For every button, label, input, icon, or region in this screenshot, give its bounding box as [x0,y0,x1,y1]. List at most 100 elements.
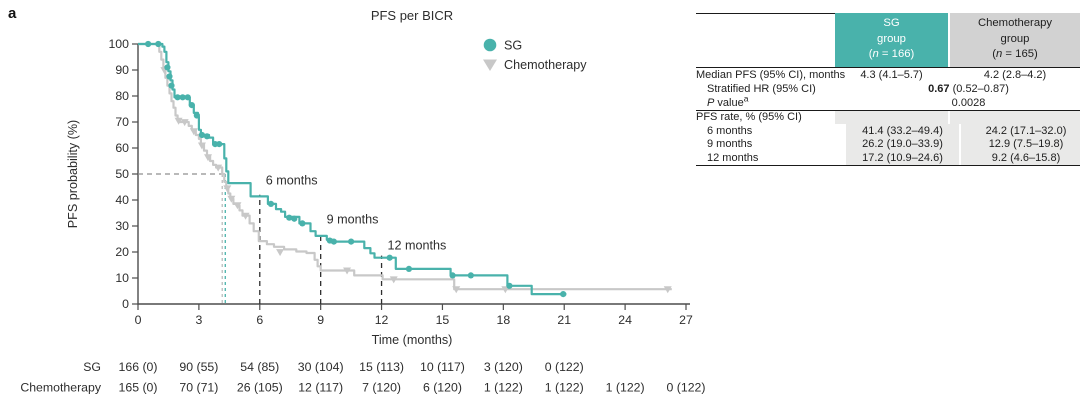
y-tick-label: 100 [108,37,129,51]
censor-mark-SG [286,214,293,221]
stats-value-sg: 4.3 (4.1–5.7) [860,68,923,81]
censor-mark-Chemotherapy [214,164,223,172]
timepoint-label: 6 months [266,173,318,187]
x-tick-label: 15 [436,313,450,327]
y-axis-label: PFS probability (%) [66,120,80,228]
stats-header-chemo: Chemotherapy group (n = 165) [950,13,1080,67]
censor-mark-SG [145,40,152,48]
risk-value: 10 (117) [420,360,465,374]
censor-mark-SG [184,94,191,101]
censor-mark-Chemotherapy [276,249,285,257]
km-curve-Chemotherapy [138,42,672,291]
stats-header-sg: SG group (n = 166) [835,13,948,67]
stats-value-sg [835,110,948,124]
censor-mark-Chemotherapy [389,276,398,284]
censor-mark-Chemotherapy [663,286,672,294]
y-tick-label: 80 [115,89,129,103]
censor-mark-SG [449,272,456,279]
censor-mark-SG [348,238,355,245]
stats-row: Median PFS (95% CI), months 4.3 (4.1–5.7)… [696,68,1080,82]
censor-mark-Chemotherapy [241,212,250,220]
censor-mark-Chemotherapy [227,195,236,203]
y-tick-label: 30 [115,219,129,233]
y-tick-label: 0 [122,297,129,311]
x-tick-label: 12 [375,313,389,327]
timepoint-label: 9 months [327,212,379,226]
censor-mark-SG [166,73,173,80]
stats-row: 6 months 41.4 (33.2–49.4) 24.2 (17.1–32.0) [696,124,1080,138]
legend-marker-Chemotherapy [483,59,497,71]
x-tick-label: 0 [135,313,142,327]
legend-label: Chemotherapy [504,58,587,72]
y-tick-label: 60 [115,141,129,155]
censor-mark-SG [386,254,393,261]
risk-value: 30 (104) [298,360,344,374]
x-tick-label: 9 [317,313,324,327]
x-tick-label: 6 [256,313,263,327]
x-tick-label: 18 [496,313,510,327]
stats-value-sg: 17.2 (10.9–24.6) [846,151,959,165]
stats-value-span: 0.0028 [951,96,986,109]
risk-value: 15 (113) [359,360,404,374]
censor-mark-Chemotherapy [233,202,242,210]
censor-mark-SG [168,82,175,89]
y-tick-label: 40 [115,193,129,207]
x-tick-label: 27 [679,313,693,327]
stats-row-label: P valuea [707,92,749,109]
stats-value-chemo: 12.9 (7.5–19.8) [961,137,1080,151]
censor-mark-SG [291,215,298,222]
stats-value-chemo: 24.2 (17.1–32.0) [961,124,1080,138]
km-chart: PFS per BICR 0 3 6 9 12 15 18 21 24 27 0 10 20 30 40 50 6… [20,8,706,395]
risk-value: 90 (55) [179,360,218,374]
risk-value: 54 (85) [240,360,279,374]
stats-rule [696,109,1080,111]
risk-value: 1 (122) [484,381,523,395]
risk-value: 12 (117) [298,381,343,395]
stats-value-span: 0.67 (0.52–0.87) [928,82,1009,95]
legend-label: SG [504,38,522,52]
y-tick-label: 20 [115,245,129,259]
censor-mark-Chemotherapy [343,267,352,275]
risk-value: 26 (105) [237,381,283,395]
stats-rule [696,164,1080,166]
risk-value: 166 (0) [119,360,158,374]
stats-value-sg: 26.2 (19.0–33.9) [846,137,959,151]
x-tick-label: 24 [618,313,632,327]
stats-table: SG group (n = 166) Chemotherapy group (n = 16… [696,13,1080,166]
risk-row-label: Chemotherapy [20,381,102,395]
censor-mark-SG [299,220,306,227]
censor-mark-Chemotherapy [223,185,232,193]
censor-mark-SG [198,131,206,139]
km-plot: PFS per BICR 0 3 6 9 12 15 18 21 24 27 0 10 20 30 40 50 6… [20,8,706,395]
censor-mark-SG [267,200,275,207]
stats-row: Stratified HR (95% CI) 0.67 (0.52–0.87) [696,82,1080,96]
censor-mark-SG [193,112,200,119]
stats-value-chemo [950,110,1080,124]
risk-value: 0 (122) [667,381,706,395]
y-tick-label: 50 [115,167,129,181]
stats-row: 12 months 17.2 (10.9–24.6) 9.2 (4.6–15.8) [696,151,1080,165]
censor-mark-SG [216,141,223,148]
censor-mark-SG [174,94,181,101]
stats-row-label: PFS rate, % (95% CI) [696,111,802,124]
y-tick-label: 90 [115,63,129,77]
stats-row: PFS rate, % (95% CI) [696,110,1080,124]
censor-mark-SG [506,282,513,289]
censor-mark-SG [155,40,162,48]
x-tick-label: 3 [195,313,202,327]
risk-value: 7 (120) [362,381,401,395]
stats-row-label: Stratified HR (95% CI) [707,82,816,95]
censor-mark-Chemotherapy [204,154,213,162]
risk-value: 1 (122) [606,381,645,395]
timepoint-label: 12 months [388,238,447,252]
censor-mark-SG [203,133,211,140]
risk-value: 70 (71) [179,381,218,395]
censor-mark-Chemotherapy [197,142,206,150]
x-axis-label: Time (months) [372,333,453,347]
stats-row-label: 6 months [707,124,753,137]
km-curve-SG [138,42,567,296]
legend-marker-SG [483,38,497,52]
censor-mark-Chemotherapy [180,119,189,127]
stats-header-row: SG group (n = 166) Chemotherapy group (n = 16… [696,13,1080,68]
